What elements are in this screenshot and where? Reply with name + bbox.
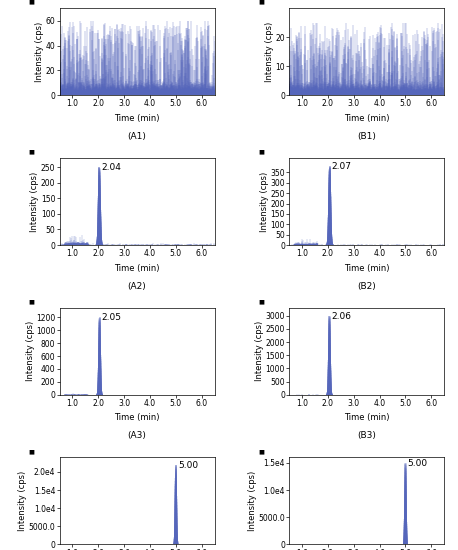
Text: ■: ■ [28,0,34,5]
Text: ■: ■ [258,299,264,304]
X-axis label: Time (min): Time (min) [114,414,160,422]
Text: ■: ■ [28,449,34,454]
Y-axis label: Intensity (cps): Intensity (cps) [260,172,269,232]
X-axis label: Time (min): Time (min) [344,114,389,123]
Text: (B1): (B1) [357,132,376,141]
Y-axis label: Intensity (cps): Intensity (cps) [35,21,44,82]
X-axis label: Time (min): Time (min) [114,114,160,123]
Y-axis label: Intensity (cps): Intensity (cps) [18,471,27,531]
Y-axis label: Intensity (cps): Intensity (cps) [248,471,257,531]
Text: 5.00: 5.00 [408,459,428,468]
Text: ■: ■ [258,150,264,155]
Text: 2.04: 2.04 [101,163,121,172]
Y-axis label: Intensity (cps): Intensity (cps) [265,21,274,82]
Text: ■: ■ [28,150,34,155]
X-axis label: Time (min): Time (min) [114,264,160,273]
Text: (B2): (B2) [357,282,376,290]
Text: 2.06: 2.06 [332,312,352,321]
X-axis label: Time (min): Time (min) [344,414,389,422]
Text: 2.07: 2.07 [332,162,352,172]
Text: (B3): (B3) [357,431,376,441]
Text: ■: ■ [258,449,264,454]
Y-axis label: Intensity (cps): Intensity (cps) [26,321,35,381]
Text: (A1): (A1) [128,132,147,141]
Text: (A3): (A3) [128,431,147,441]
Y-axis label: Intensity (cps): Intensity (cps) [31,172,39,232]
Y-axis label: Intensity (cps): Intensity (cps) [255,321,264,381]
Text: 2.05: 2.05 [102,314,122,322]
Text: ■: ■ [258,0,264,5]
Text: 5.00: 5.00 [178,461,198,470]
X-axis label: Time (min): Time (min) [344,264,389,273]
Text: (A2): (A2) [128,282,147,290]
Text: ■: ■ [28,299,34,304]
